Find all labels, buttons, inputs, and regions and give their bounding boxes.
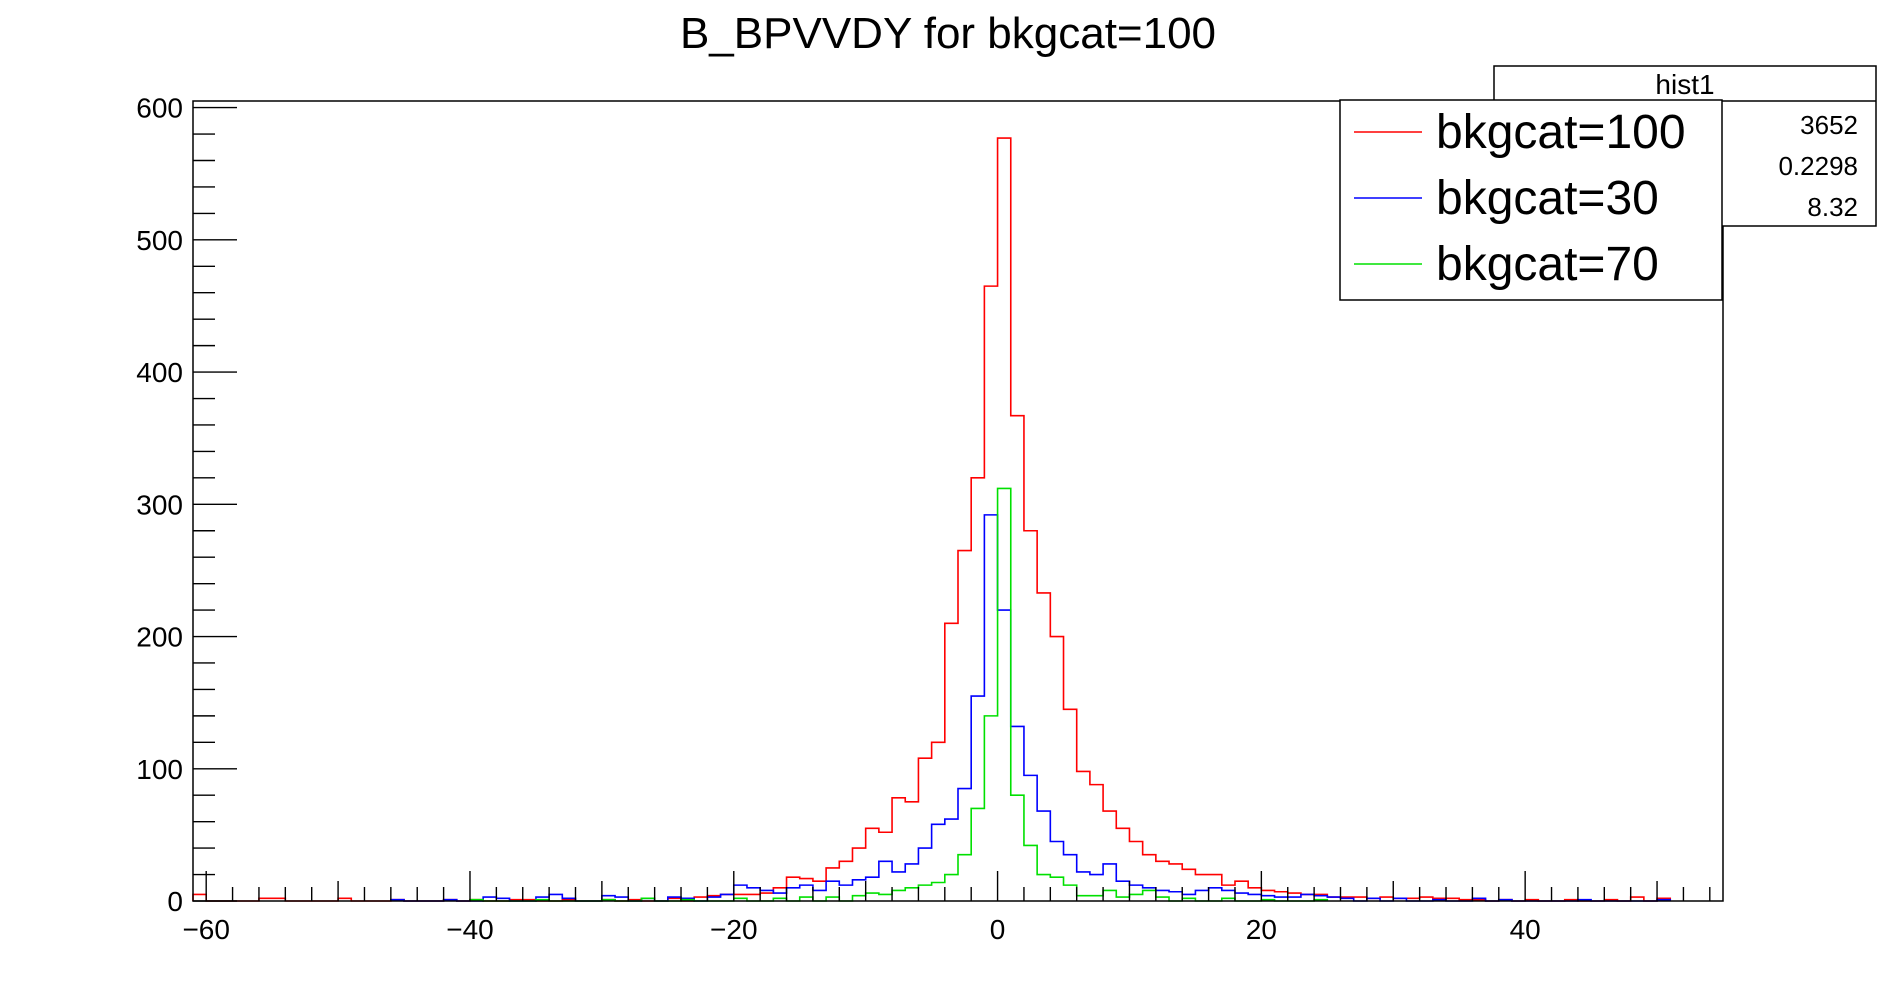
legend-label-bkgcat30: bkgcat=30 bbox=[1436, 172, 1659, 225]
x-axis: −60 −40 −20 0 20 40 bbox=[182, 871, 1711, 945]
legend-frame bbox=[1339, 99, 1723, 301]
chart-title: B_BPVVDY for bkgcat=100 bbox=[680, 9, 1216, 58]
y-tick-label: 600 bbox=[136, 93, 183, 124]
stats-stddev-value: 8.32 bbox=[1807, 192, 1858, 222]
x-tick-label: −40 bbox=[446, 914, 494, 945]
y-tick-label: 300 bbox=[136, 489, 183, 520]
y-axis: 0 100 200 300 400 500 600 bbox=[136, 93, 237, 917]
stats-box-title: hist1 bbox=[1655, 69, 1714, 100]
y-tick-label: 400 bbox=[136, 357, 183, 388]
stats-mean-value: 0.2298 bbox=[1778, 151, 1858, 181]
legend: bkgcat=100 bkgcat=30 bkgcat=70 bbox=[1339, 99, 1723, 301]
x-tick-label: 40 bbox=[1510, 914, 1541, 945]
legend-label-bkgcat100: bkgcat=100 bbox=[1436, 106, 1686, 159]
stats-entries-value: 3652 bbox=[1800, 110, 1858, 140]
x-tick-label: 20 bbox=[1246, 914, 1277, 945]
series-line-bkgcat-30 bbox=[390, 514, 1672, 902]
y-tick-label: 100 bbox=[136, 754, 183, 785]
series-line-bkgcat-70 bbox=[469, 487, 1329, 902]
x-tick-label: −60 bbox=[182, 914, 230, 945]
y-tick-label: 500 bbox=[136, 225, 183, 256]
x-tick-label: 0 bbox=[990, 914, 1006, 945]
y-tick-label: 0 bbox=[167, 886, 183, 917]
legend-label-bkgcat70: bkgcat=70 bbox=[1436, 238, 1659, 291]
x-tick-label: −20 bbox=[710, 914, 758, 945]
plot-frame bbox=[192, 100, 1724, 902]
series-line-bkgcat-100 bbox=[192, 137, 1672, 902]
y-tick-label: 200 bbox=[136, 622, 183, 653]
